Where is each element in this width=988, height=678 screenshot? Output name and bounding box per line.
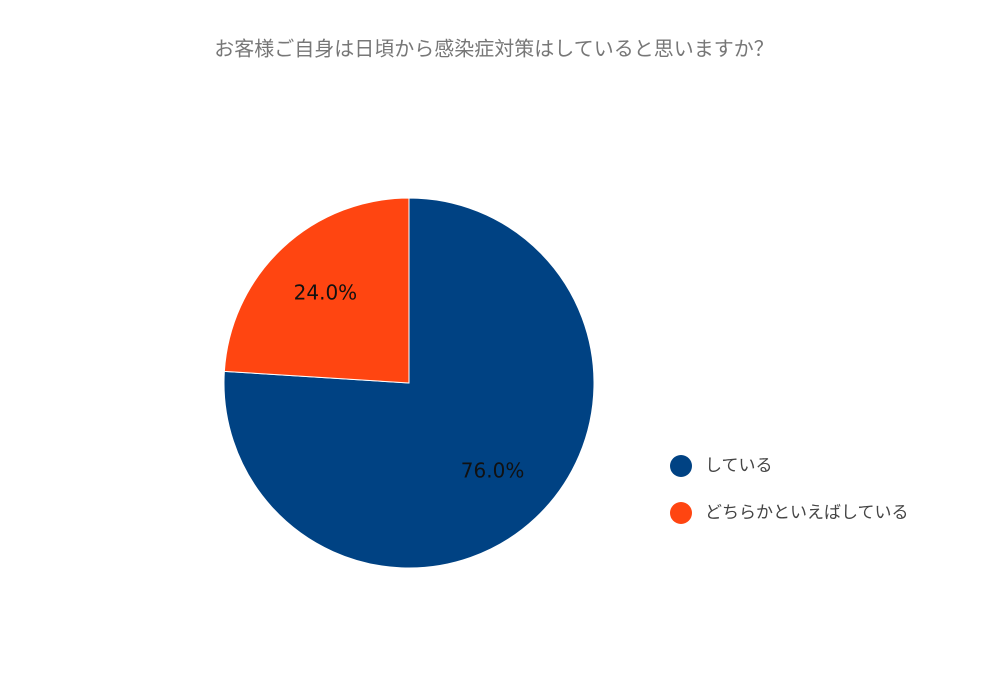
legend-label: している	[705, 456, 773, 476]
pie-slice	[223, 197, 595, 569]
data-label: 76.0%	[461, 459, 525, 483]
legend-marker	[670, 455, 692, 477]
legend-marker	[670, 502, 692, 524]
data-label: 24.0%	[294, 280, 358, 304]
legend-label: どちらかといえばしている	[705, 503, 909, 523]
pie-slice	[223, 197, 410, 384]
chart-title: お客様ご自身は日頃から感染症対策はしていると思いますか？	[214, 37, 773, 61]
